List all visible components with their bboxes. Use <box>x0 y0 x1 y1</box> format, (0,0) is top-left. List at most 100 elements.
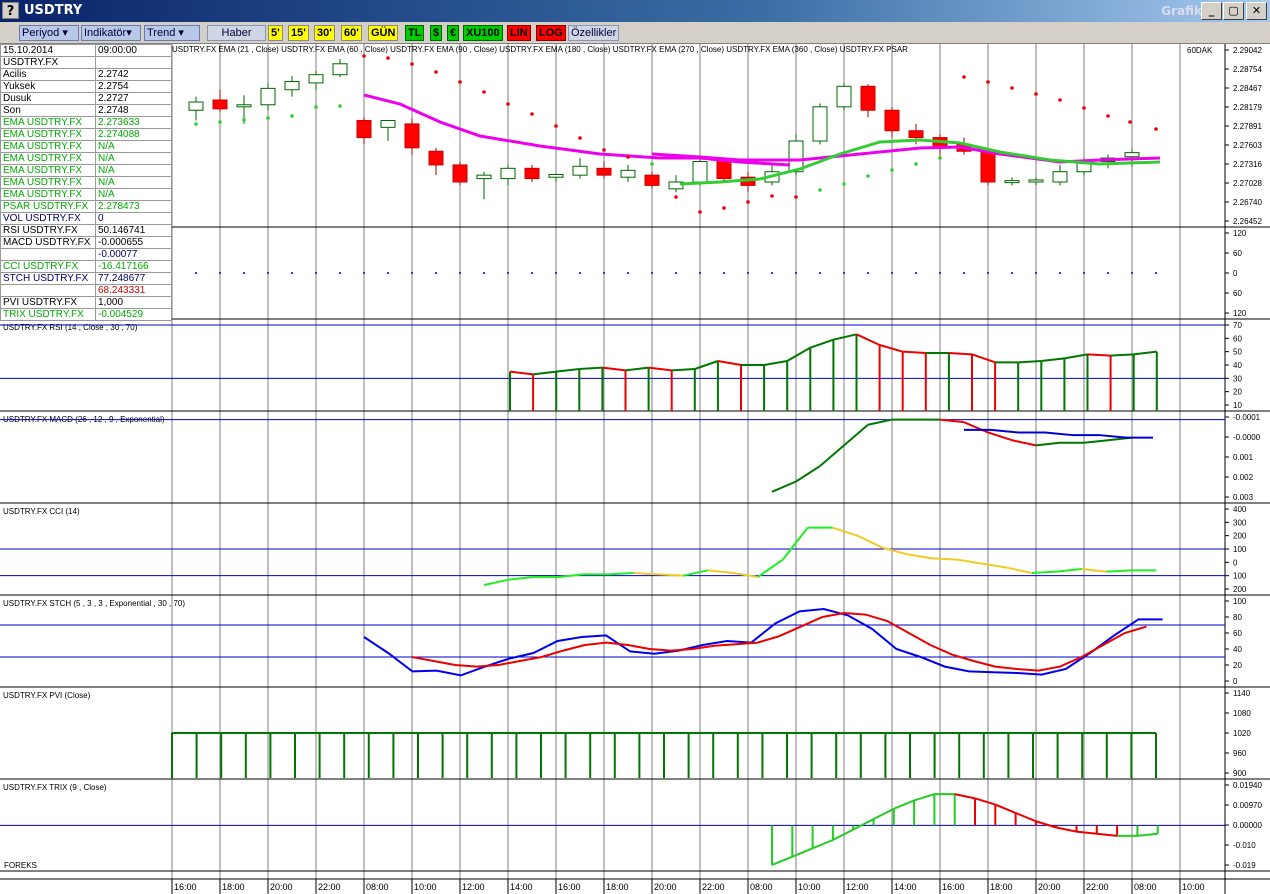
info-value: N/A <box>95 176 172 189</box>
candle-body <box>452 164 468 183</box>
trix-segment <box>974 797 996 806</box>
period-60-button[interactable]: 60' <box>341 25 362 41</box>
info-key: TRIX USDTRY.FX <box>0 308 96 321</box>
info-key: PVI USDTRY.FX <box>0 296 96 309</box>
psar-dot <box>242 118 246 122</box>
psar-dot <box>506 102 510 106</box>
info-key: PSAR USDTRY.FX <box>0 200 96 213</box>
axis-tick-label: -0.0000 <box>1233 433 1261 442</box>
axis-tick-label: 60 <box>1233 629 1242 638</box>
volume-dot <box>675 272 677 274</box>
psar-dot <box>890 168 894 172</box>
rsi-segment <box>948 352 973 356</box>
time-label: 16:00 <box>942 882 965 892</box>
rsi-segment <box>694 360 719 370</box>
info-value: 0 <box>95 212 172 225</box>
time-label: 10:00 <box>1182 882 1205 892</box>
minimize-button[interactable]: _ <box>1201 2 1222 20</box>
candle-body <box>212 99 228 110</box>
cci-segment <box>956 558 983 565</box>
trix-segment <box>771 855 793 866</box>
macd-segment <box>1011 439 1037 447</box>
info-value: N/A <box>95 140 172 153</box>
psar-dot <box>674 195 678 199</box>
info-date: 15.10.2014 <box>0 44 96 57</box>
trix-segment <box>893 799 915 810</box>
stch-k-line <box>363 607 1163 677</box>
psar-dot <box>362 54 366 58</box>
psar-dot <box>962 75 966 79</box>
stch-title: USDTRY.FX STCH (5 , 3 , 3 , Exponential … <box>3 599 185 608</box>
trix-segment <box>1055 826 1077 833</box>
candle-body <box>1124 152 1140 158</box>
close-button[interactable]: ✕ <box>1246 2 1267 20</box>
volume-dot <box>483 272 485 274</box>
psar-dot <box>410 62 414 66</box>
trix-segment <box>873 807 895 821</box>
log-scale-button[interactable]: LOG <box>536 25 566 41</box>
cci-segment <box>882 546 908 556</box>
candle-body <box>1004 180 1020 184</box>
info-key: CCI USDTRY.FX <box>0 260 96 273</box>
axis-tick-label: 0.001 <box>1233 453 1254 462</box>
psar-dot <box>1106 114 1110 118</box>
candle-body <box>860 85 876 111</box>
candle-body <box>668 181 684 190</box>
psar-dot <box>314 105 318 109</box>
trend-label: Trend <box>147 27 176 39</box>
info-key: EMA USDTRY.FX <box>0 188 96 201</box>
title-bar: ? USDTRY Grafik _ ▢ ✕ <box>0 0 1270 22</box>
volume-dot <box>243 272 245 274</box>
axis-tick-label: 300 <box>1233 518 1247 527</box>
periyod-menu[interactable]: Periyod ▾ <box>19 25 79 41</box>
time-label: 20:00 <box>654 882 677 892</box>
volume-dot <box>267 272 269 274</box>
psar-dot <box>1058 98 1062 102</box>
currency-tl-button[interactable]: TL <box>405 25 425 41</box>
cci-segment <box>1006 566 1033 574</box>
period-15-button[interactable]: 15' <box>288 25 309 41</box>
lin-scale-button[interactable]: LIN <box>507 25 531 41</box>
info-row: MACD USDTRY.FX -0.000655 <box>0 236 172 249</box>
info-key: EMA USDTRY.FX <box>0 140 96 153</box>
period-gun-button[interactable]: GÜN <box>368 25 399 41</box>
dropdown-arrow-icon: ▾ <box>126 27 132 39</box>
trend-menu[interactable]: Trend ▾ <box>144 25 200 41</box>
info-row: 68.243331 <box>0 284 172 297</box>
ozellikler-button[interactable]: Özellikler <box>568 25 620 41</box>
period-5-button[interactable]: 5' <box>268 25 283 41</box>
maximize-button[interactable]: ▢ <box>1223 2 1244 20</box>
volume-dot <box>627 272 629 274</box>
rsi-segment <box>856 333 881 346</box>
xu100-button[interactable]: XU100 <box>463 25 503 41</box>
app-icon[interactable]: ? <box>2 2 19 19</box>
info-key: VOL USDTRY.FX <box>0 212 96 225</box>
indikator-menu[interactable]: Indikatör▾ <box>81 25 141 41</box>
periyod-label: Periyod <box>22 27 60 39</box>
axis-tick-label: 960 <box>1233 749 1247 758</box>
psar-dot <box>842 182 846 186</box>
rsi-segment <box>1018 360 1042 364</box>
rsi-segment <box>532 370 557 376</box>
axis-tick-label: 120 <box>1233 229 1247 238</box>
time-label: 08:00 <box>1134 882 1157 892</box>
macd-signal-segment <box>1044 431 1073 437</box>
rsi-segment <box>717 360 742 366</box>
candle-body <box>572 165 588 176</box>
volume-dot <box>723 272 725 274</box>
candle-body <box>884 109 900 132</box>
axis-tick-label: 0.00000 <box>1233 821 1262 830</box>
currency-usd-button[interactable]: $ <box>430 25 443 41</box>
volume-dot <box>1083 272 1085 274</box>
info-row: Yuksek 2.2754 <box>0 80 172 93</box>
time-label: 12:00 <box>462 882 485 892</box>
info-row: VOL USDTRY.FX 0 <box>0 212 172 225</box>
axis-tick-label: -0.019 <box>1233 861 1256 870</box>
currency-eur-button[interactable]: € <box>447 25 460 41</box>
chart-area[interactable]: 2.29042 2.28754 2.28467 2.28179 2.27891 2.276… <box>0 44 1270 894</box>
info-value: 2.2754 <box>95 80 172 93</box>
axis-tick-label: 2.27603 <box>1233 141 1262 150</box>
haber-button[interactable]: Haber <box>207 25 266 41</box>
period-30-button[interactable]: 30' <box>314 25 335 41</box>
rsi-segment <box>648 366 672 372</box>
